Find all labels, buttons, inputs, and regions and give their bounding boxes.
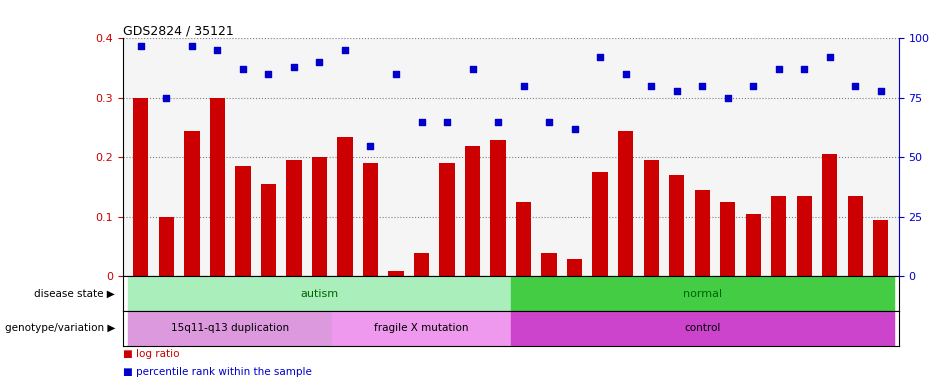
- Bar: [822, 154, 837, 276]
- Point: [312, 59, 327, 65]
- Text: ■ log ratio: ■ log ratio: [123, 349, 180, 359]
- Text: ■ percentile rank within the sample: ■ percentile rank within the sample: [123, 367, 312, 377]
- Point: [133, 43, 149, 49]
- Point: [184, 43, 200, 49]
- Bar: [332, 311, 511, 346]
- Bar: [464, 146, 481, 276]
- Bar: [159, 217, 174, 276]
- Point: [873, 88, 888, 94]
- Bar: [797, 196, 812, 276]
- Point: [236, 66, 251, 73]
- Bar: [541, 253, 557, 276]
- Bar: [567, 259, 583, 276]
- Bar: [261, 184, 276, 276]
- Point: [414, 119, 429, 125]
- Point: [592, 55, 607, 61]
- Bar: [413, 253, 429, 276]
- Point: [745, 83, 761, 89]
- Point: [159, 95, 174, 101]
- Point: [541, 119, 556, 125]
- Point: [287, 64, 302, 70]
- Bar: [363, 164, 378, 276]
- Point: [694, 83, 710, 89]
- Point: [643, 83, 658, 89]
- Bar: [516, 202, 532, 276]
- Text: autism: autism: [301, 289, 339, 299]
- Bar: [338, 137, 353, 276]
- Bar: [643, 161, 658, 276]
- Bar: [184, 131, 200, 276]
- Point: [465, 66, 481, 73]
- Point: [210, 47, 225, 53]
- Point: [491, 119, 506, 125]
- Bar: [128, 276, 511, 311]
- Bar: [669, 175, 684, 276]
- Bar: [236, 166, 251, 276]
- Bar: [694, 190, 710, 276]
- Text: control: control: [684, 323, 721, 333]
- Point: [618, 71, 633, 77]
- Point: [669, 88, 684, 94]
- Bar: [439, 164, 455, 276]
- Text: GDS2824 / 35121: GDS2824 / 35121: [123, 24, 234, 37]
- Point: [261, 71, 276, 77]
- Point: [516, 83, 531, 89]
- Point: [797, 66, 812, 73]
- Bar: [287, 161, 302, 276]
- Point: [567, 126, 582, 132]
- Bar: [389, 270, 404, 276]
- Bar: [511, 311, 894, 346]
- Point: [440, 119, 455, 125]
- Point: [363, 142, 378, 149]
- Bar: [720, 202, 735, 276]
- Bar: [592, 172, 607, 276]
- Text: genotype/variation ▶: genotype/variation ▶: [5, 323, 115, 333]
- Point: [771, 66, 786, 73]
- Point: [720, 95, 735, 101]
- Bar: [133, 98, 149, 276]
- Bar: [511, 276, 894, 311]
- Text: 15q11-q13 duplication: 15q11-q13 duplication: [171, 323, 289, 333]
- Point: [822, 55, 837, 61]
- Bar: [490, 139, 506, 276]
- Bar: [618, 131, 633, 276]
- Point: [848, 83, 863, 89]
- Text: fragile X mutation: fragile X mutation: [375, 323, 469, 333]
- Point: [338, 47, 353, 53]
- Text: disease state ▶: disease state ▶: [34, 289, 115, 299]
- Text: normal: normal: [683, 289, 722, 299]
- Point: [389, 71, 404, 77]
- Bar: [128, 311, 332, 346]
- Bar: [312, 157, 327, 276]
- Bar: [745, 214, 761, 276]
- Bar: [771, 196, 786, 276]
- Bar: [848, 196, 863, 276]
- Bar: [873, 220, 888, 276]
- Bar: [210, 98, 225, 276]
